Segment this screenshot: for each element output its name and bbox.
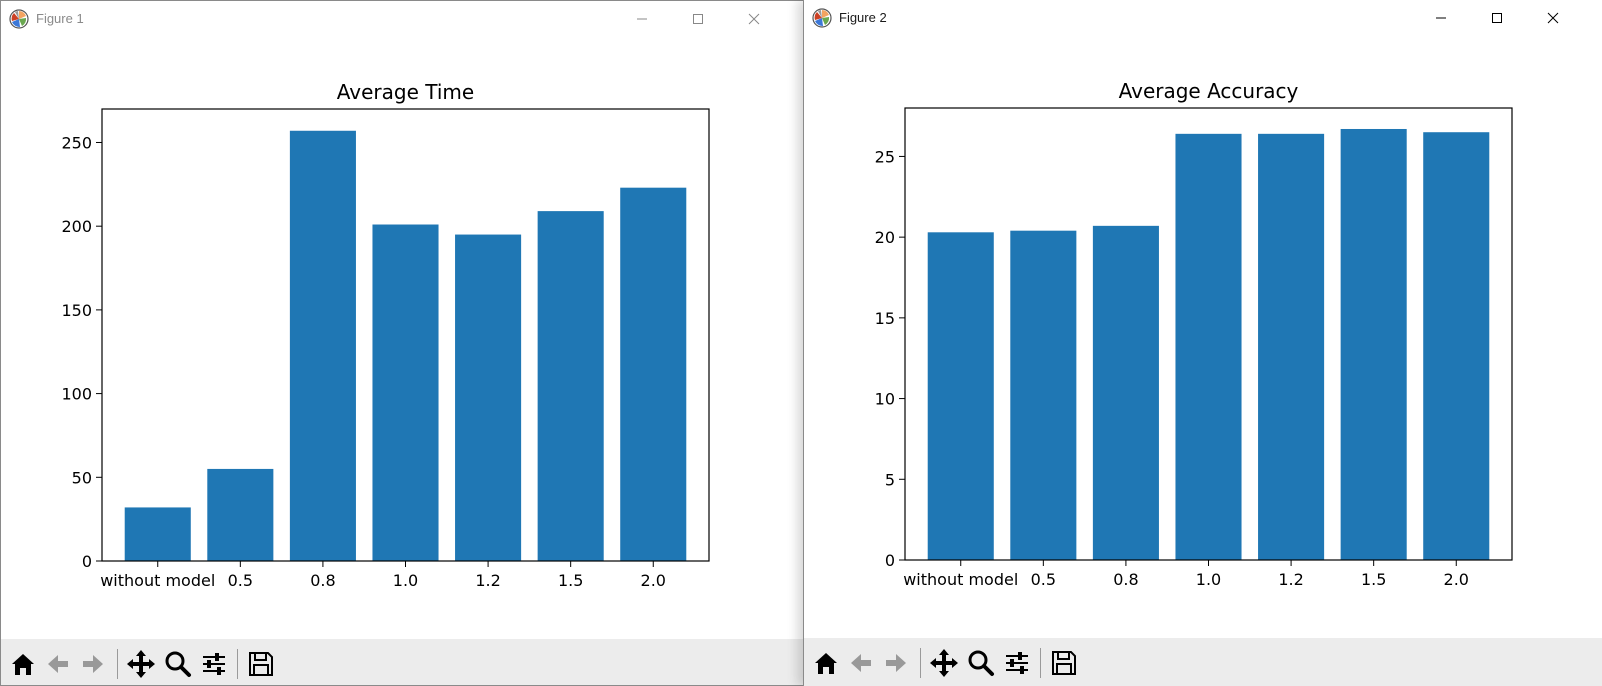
home-button[interactable]: [809, 646, 843, 680]
navigation-toolbar: [804, 638, 1602, 686]
save-button[interactable]: [1047, 646, 1081, 680]
save-icon: [249, 652, 273, 676]
y-tick-label: 5: [885, 470, 895, 489]
y-tick-label: 50: [72, 468, 92, 487]
y-tick-label: 25: [875, 147, 895, 166]
bar-1-2: [455, 234, 522, 562]
bar-0-5: [1010, 230, 1077, 560]
home-icon: [815, 653, 837, 674]
x-tick-label: 1.5: [1361, 570, 1386, 589]
title-bar[interactable]: Figure 2: [804, 0, 1602, 36]
bar-2-0: [620, 187, 687, 561]
window-title: Figure 1: [36, 11, 84, 26]
x-tick-label: 2.0: [641, 571, 666, 590]
x-tick-label: without model: [903, 570, 1018, 589]
bar-without-model: [927, 232, 994, 561]
x-tick-label: without model: [100, 571, 215, 590]
maximize-button[interactable]: [675, 1, 721, 37]
configure-subplots-icon: [1006, 652, 1028, 674]
zoom-button[interactable]: [161, 647, 195, 681]
navigation-toolbar: [1, 639, 803, 685]
maximize-button[interactable]: [1474, 0, 1520, 36]
maximize-icon: [693, 14, 703, 24]
y-tick-label: 100: [61, 385, 92, 404]
window-title: Figure 2: [839, 10, 887, 25]
configure-subplots-icon: [203, 653, 225, 675]
x-tick-label: 0.8: [1113, 570, 1138, 589]
save-button[interactable]: [244, 647, 278, 681]
y-tick-label: 15: [875, 309, 895, 328]
bar-without-model: [124, 507, 191, 561]
y-tick-label: 0: [885, 551, 895, 570]
bar-0-5: [207, 468, 274, 561]
x-tick-label: 0.5: [1031, 570, 1056, 589]
chart-title: Average Time: [337, 80, 474, 104]
average-time-chart: Average Time 0 50 100 150 200 250 without model…: [61, 80, 710, 590]
bar-2-0: [1423, 132, 1490, 560]
figure-2-window: Figure 2 Average Accuracy 0 5 10 15 20 25 witho…: [803, 0, 1602, 686]
x-tick-label: 1.0: [393, 571, 418, 590]
home-icon: [12, 654, 34, 675]
y-tick-label: 0: [82, 552, 92, 571]
y-tick-label: 250: [61, 133, 92, 152]
zoom-icon: [968, 650, 994, 676]
y-tick-label: 10: [875, 390, 895, 409]
bar-1-2: [1258, 133, 1325, 560]
close-button[interactable]: [1530, 0, 1576, 36]
toolbar-separator: [1040, 648, 1041, 678]
save-icon: [1052, 651, 1076, 675]
y-tick-label: 20: [875, 228, 895, 247]
y-tick-label: 150: [61, 301, 92, 320]
close-icon: [1547, 12, 1559, 24]
minimize-icon: [637, 18, 647, 20]
pan-button[interactable]: [927, 646, 961, 680]
x-tick-label: 1.2: [475, 571, 500, 590]
title-bar[interactable]: Figure 1: [1, 1, 803, 37]
back-arrow-icon: [851, 654, 871, 672]
configure-subplots-button[interactable]: [197, 647, 231, 681]
forward-button[interactable]: [879, 646, 913, 680]
close-button[interactable]: [731, 1, 777, 37]
pan-button[interactable]: [124, 647, 158, 681]
bar-1-0: [1175, 133, 1242, 560]
toolbar-separator: [237, 649, 238, 679]
toolbar-separator: [117, 649, 118, 679]
matplotlib-logo-icon: [812, 8, 832, 28]
x-tick-label: 1.2: [1278, 570, 1303, 589]
y-tick-label: 200: [61, 217, 92, 236]
bar-0-8: [1092, 225, 1159, 561]
x-tick-label: 1.0: [1196, 570, 1221, 589]
minimize-button[interactable]: [619, 1, 665, 37]
x-tick-label: 0.8: [310, 571, 335, 590]
bar-1-5: [1340, 128, 1407, 560]
zoom-icon: [165, 651, 191, 677]
back-arrow-icon: [48, 655, 68, 673]
minimize-icon: [1436, 17, 1446, 19]
configure-subplots-button[interactable]: [1000, 646, 1034, 680]
bar-0-8: [289, 130, 356, 561]
pan-icon: [930, 649, 958, 677]
x-tick-label: 1.5: [558, 571, 583, 590]
matplotlib-logo-icon: [9, 9, 29, 29]
maximize-icon: [1492, 13, 1502, 23]
chart-title: Average Accuracy: [1119, 79, 1299, 103]
bar-1-0: [372, 224, 439, 561]
minimize-button[interactable]: [1418, 0, 1464, 36]
forward-arrow-icon: [886, 654, 906, 672]
close-icon: [748, 13, 760, 25]
x-tick-label: 2.0: [1444, 570, 1469, 589]
back-button[interactable]: [41, 647, 75, 681]
bar-1-5: [537, 211, 604, 561]
pan-icon: [127, 650, 155, 678]
toolbar-separator: [920, 648, 921, 678]
forward-button[interactable]: [76, 647, 110, 681]
back-button[interactable]: [844, 646, 878, 680]
home-button[interactable]: [6, 647, 40, 681]
forward-arrow-icon: [83, 655, 103, 673]
average-accuracy-chart: Average Accuracy 0 5 10 15 20 25 without model 0…: [875, 79, 1513, 589]
x-tick-label: 0.5: [228, 571, 253, 590]
figure-1-window: Figure 1 Average Time 0 50 100 150 200 250 with…: [0, 0, 803, 686]
zoom-button[interactable]: [964, 646, 998, 680]
